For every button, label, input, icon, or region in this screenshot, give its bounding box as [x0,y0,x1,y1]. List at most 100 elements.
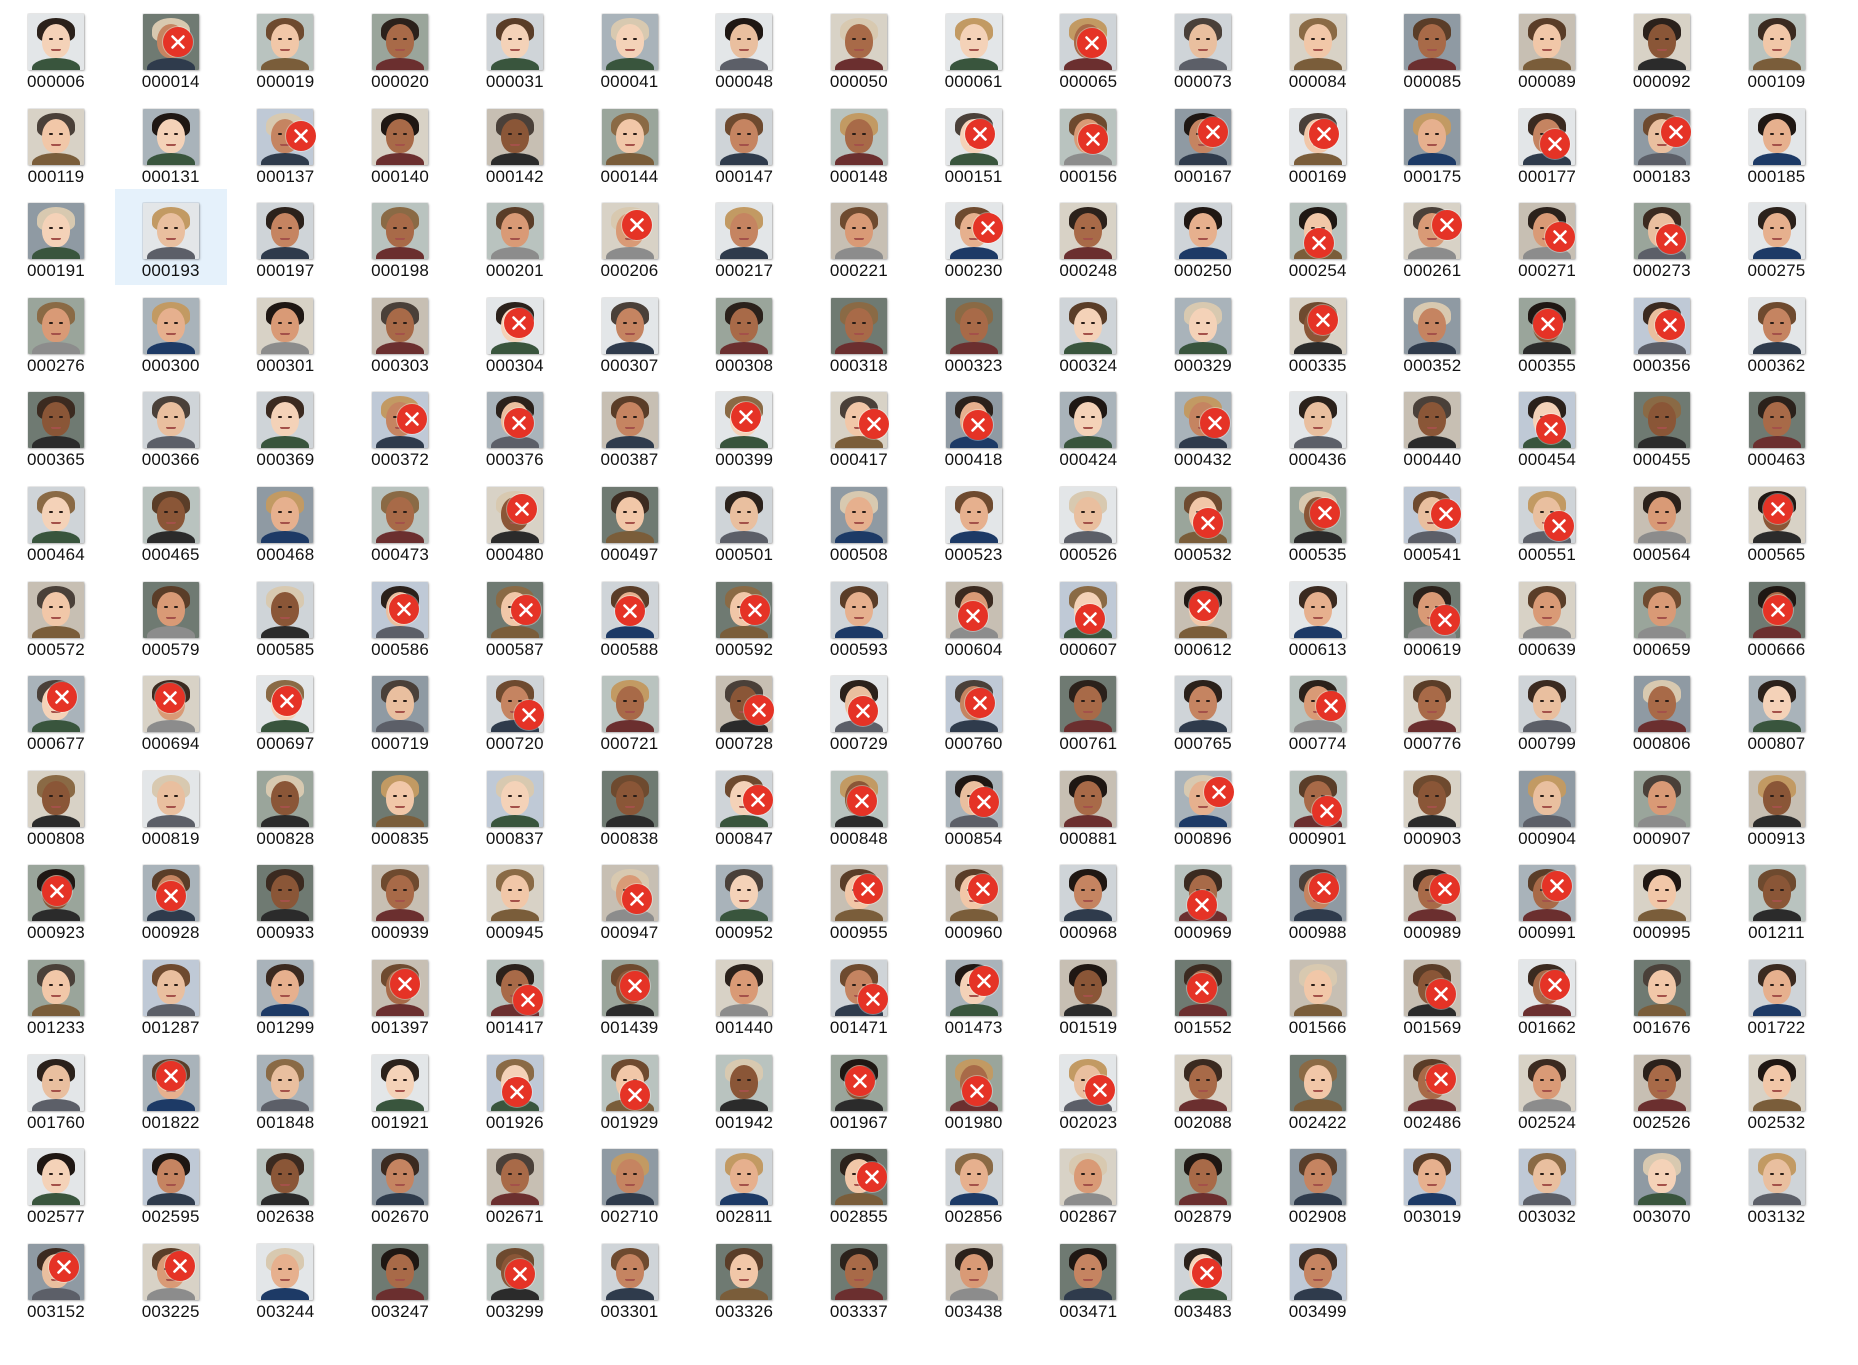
file-tile[interactable]: 000904 [1491,757,1603,853]
file-tile[interactable]: 002577 [0,1135,112,1231]
file-tile[interactable]: 000221 [803,189,915,285]
file-tile[interactable]: 000593 [803,568,915,664]
file-tile[interactable]: 000697 [229,662,341,758]
file-tile[interactable]: 000819 [115,757,227,853]
file-tile[interactable]: 000464 [0,473,112,569]
file-tile[interactable]: 000206 [574,189,686,285]
file-tile[interactable]: 000619 [1376,568,1488,664]
file-tile[interactable]: 000144 [574,95,686,191]
file-tile[interactable]: 000177 [1491,95,1603,191]
file-tile[interactable]: 000923 [0,851,112,947]
file-tile[interactable]: 000031 [459,0,571,96]
file-tile[interactable]: 000109 [1721,0,1833,96]
file-tile[interactable]: 000903 [1376,757,1488,853]
file-tile[interactable]: 000183 [1606,95,1718,191]
file-tile[interactable]: 000197 [229,189,341,285]
file-tile[interactable]: 001439 [574,946,686,1042]
file-tile[interactable]: 000607 [1032,568,1144,664]
file-tile[interactable]: 000275 [1721,189,1833,285]
file-tile[interactable]: 001552 [1147,946,1259,1042]
file-tile[interactable]: 000838 [574,757,686,853]
file-tile[interactable]: 000061 [918,0,1030,96]
file-tile[interactable]: 001211 [1721,851,1833,947]
file-tile[interactable]: 000881 [1032,757,1144,853]
file-tile[interactable]: 003326 [688,1230,800,1326]
file-tile[interactable]: 000677 [0,662,112,758]
file-tile[interactable]: 000960 [918,851,1030,947]
file-tile[interactable]: 000271 [1491,189,1603,285]
file-tile[interactable]: 003225 [115,1230,227,1326]
file-tile[interactable]: 000995 [1606,851,1718,947]
file-tile[interactable]: 001822 [115,1041,227,1137]
file-tile[interactable]: 000969 [1147,851,1259,947]
file-tile[interactable]: 000760 [918,662,1030,758]
file-tile[interactable]: 000480 [459,473,571,569]
file-tile[interactable]: 003483 [1147,1230,1259,1326]
file-tile[interactable]: 002908 [1262,1135,1374,1231]
file-tile[interactable]: 000719 [344,662,456,758]
file-tile[interactable]: 000952 [688,851,800,947]
file-tile[interactable]: 000604 [918,568,1030,664]
file-tile[interactable]: 000659 [1606,568,1718,664]
file-tile[interactable]: 001471 [803,946,915,1042]
file-tile[interactable]: 000303 [344,284,456,380]
file-tile[interactable]: 003247 [344,1230,456,1326]
file-tile[interactable]: 000588 [574,568,686,664]
file-tile[interactable]: 000376 [459,378,571,474]
file-tile[interactable]: 000304 [459,284,571,380]
file-tile[interactable]: 000968 [1032,851,1144,947]
file-tile[interactable]: 003032 [1491,1135,1603,1231]
file-tile[interactable]: 000230 [918,189,1030,285]
file-tile[interactable]: 000137 [229,95,341,191]
file-tile[interactable]: 000131 [115,95,227,191]
file-tile[interactable]: 000774 [1262,662,1374,758]
file-tile[interactable]: 001926 [459,1041,571,1137]
file-tile[interactable]: 001662 [1491,946,1603,1042]
file-tile[interactable]: 000454 [1491,378,1603,474]
file-tile[interactable]: 000254 [1262,189,1374,285]
file-tile[interactable]: 000417 [803,378,915,474]
file-tile[interactable]: 001519 [1032,946,1144,1042]
file-tile[interactable]: 000455 [1606,378,1718,474]
file-tile[interactable]: 000808 [0,757,112,853]
file-tile[interactable]: 000432 [1147,378,1259,474]
file-tile[interactable]: 000989 [1376,851,1488,947]
file-tile[interactable]: 000250 [1147,189,1259,285]
file-tile[interactable]: 000721 [574,662,686,758]
file-tile[interactable]: 000366 [115,378,227,474]
file-tile[interactable]: 000761 [1032,662,1144,758]
file-tile[interactable]: 000835 [344,757,456,853]
file-tile[interactable]: 001942 [688,1041,800,1137]
file-tile[interactable]: 000169 [1262,95,1374,191]
file-tile[interactable]: 000465 [115,473,227,569]
file-tile[interactable]: 003301 [574,1230,686,1326]
file-tile[interactable]: 002710 [574,1135,686,1231]
file-tile[interactable]: 002526 [1606,1041,1718,1137]
file-tile[interactable]: 001233 [0,946,112,1042]
file-tile[interactable]: 000300 [115,284,227,380]
file-tile[interactable]: 000501 [688,473,800,569]
file-tile[interactable]: 000907 [1606,757,1718,853]
file-tile[interactable]: 000073 [1147,0,1259,96]
file-tile[interactable]: 003152 [0,1230,112,1326]
file-tile[interactable]: 000084 [1262,0,1374,96]
file-tile[interactable]: 001566 [1262,946,1374,1042]
file-tile[interactable]: 000352 [1376,284,1488,380]
file-tile[interactable]: 000119 [0,95,112,191]
file-tile[interactable]: 000928 [115,851,227,947]
file-tile[interactable]: 000592 [688,568,800,664]
file-tile[interactable]: 000913 [1721,757,1833,853]
file-tile[interactable]: 000273 [1606,189,1718,285]
file-tile[interactable]: 000198 [344,189,456,285]
file-tile[interactable]: 000497 [574,473,686,569]
file-tile[interactable]: 002638 [229,1135,341,1231]
file-tile[interactable]: 002532 [1721,1041,1833,1137]
file-tile[interactable]: 000765 [1147,662,1259,758]
file-tile[interactable]: 001676 [1606,946,1718,1042]
file-tile[interactable]: 000276 [0,284,112,380]
file-tile[interactable]: 000473 [344,473,456,569]
file-tile[interactable]: 000324 [1032,284,1144,380]
file-tile[interactable]: 000050 [803,0,915,96]
file-tile[interactable]: 002855 [803,1135,915,1231]
file-tile[interactable]: 000308 [688,284,800,380]
